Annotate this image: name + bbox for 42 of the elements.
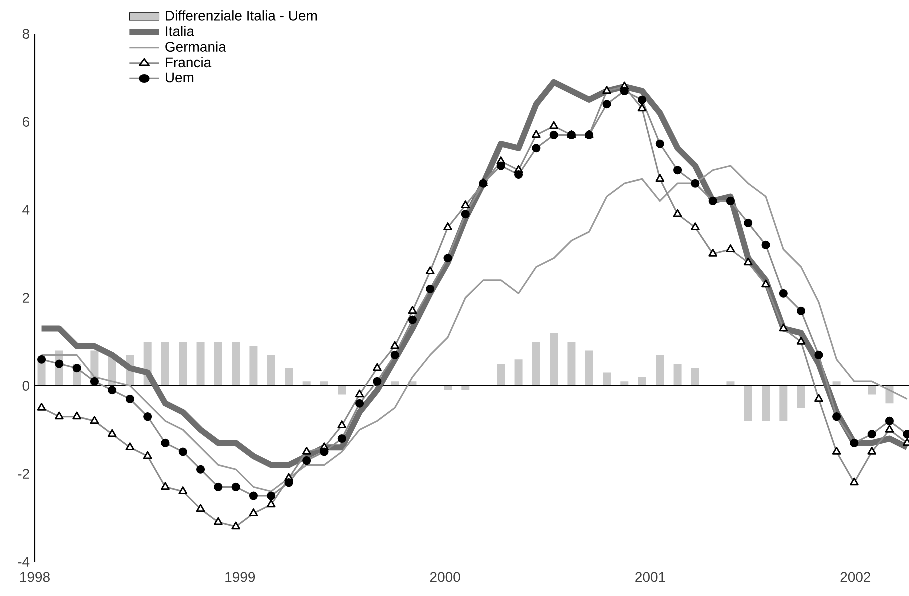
bar bbox=[514, 360, 523, 386]
bar bbox=[568, 342, 576, 386]
x-tick-label: 2000 bbox=[430, 572, 460, 582]
y-tick-label: 8 bbox=[22, 29, 30, 39]
legend-label: Germania bbox=[166, 42, 226, 52]
bar bbox=[868, 386, 876, 395]
y-tick-label: 4 bbox=[22, 205, 30, 215]
x-tick-label: 1999 bbox=[226, 572, 256, 582]
y-tick-label: 2 bbox=[22, 293, 30, 303]
y-tick-label: 0 bbox=[22, 381, 30, 391]
x-tick-label: 1998 bbox=[20, 572, 50, 582]
bar bbox=[744, 386, 752, 422]
bar bbox=[691, 368, 700, 386]
y-tick-label: -2 bbox=[18, 469, 30, 479]
bar bbox=[762, 386, 770, 422]
bar bbox=[179, 342, 188, 386]
legend-label: Differenziale Italia - Uem bbox=[166, 10, 317, 21]
bar bbox=[497, 364, 506, 386]
bar bbox=[267, 355, 276, 386]
bar bbox=[797, 386, 806, 408]
bar bbox=[250, 346, 258, 386]
bar bbox=[338, 386, 346, 395]
legend-label: Francia bbox=[166, 57, 212, 68]
bar bbox=[196, 342, 205, 386]
y-tick-label: 6 bbox=[22, 117, 30, 127]
bar bbox=[232, 342, 240, 386]
bar bbox=[674, 364, 682, 386]
bar bbox=[285, 368, 293, 386]
legend-label: Uem bbox=[166, 72, 194, 83]
y-tick-label: -4 bbox=[18, 557, 30, 567]
bar bbox=[550, 333, 558, 386]
bar bbox=[638, 377, 646, 386]
x-tick-label: 2001 bbox=[636, 572, 666, 582]
x-tick-label: 2002 bbox=[840, 572, 871, 582]
bar bbox=[532, 342, 540, 386]
bar bbox=[603, 372, 612, 386]
bar bbox=[656, 355, 664, 386]
bar bbox=[161, 342, 170, 386]
legend-label: Italia bbox=[166, 26, 194, 36]
bar bbox=[780, 386, 788, 422]
bar bbox=[214, 342, 222, 386]
bar bbox=[585, 350, 594, 386]
